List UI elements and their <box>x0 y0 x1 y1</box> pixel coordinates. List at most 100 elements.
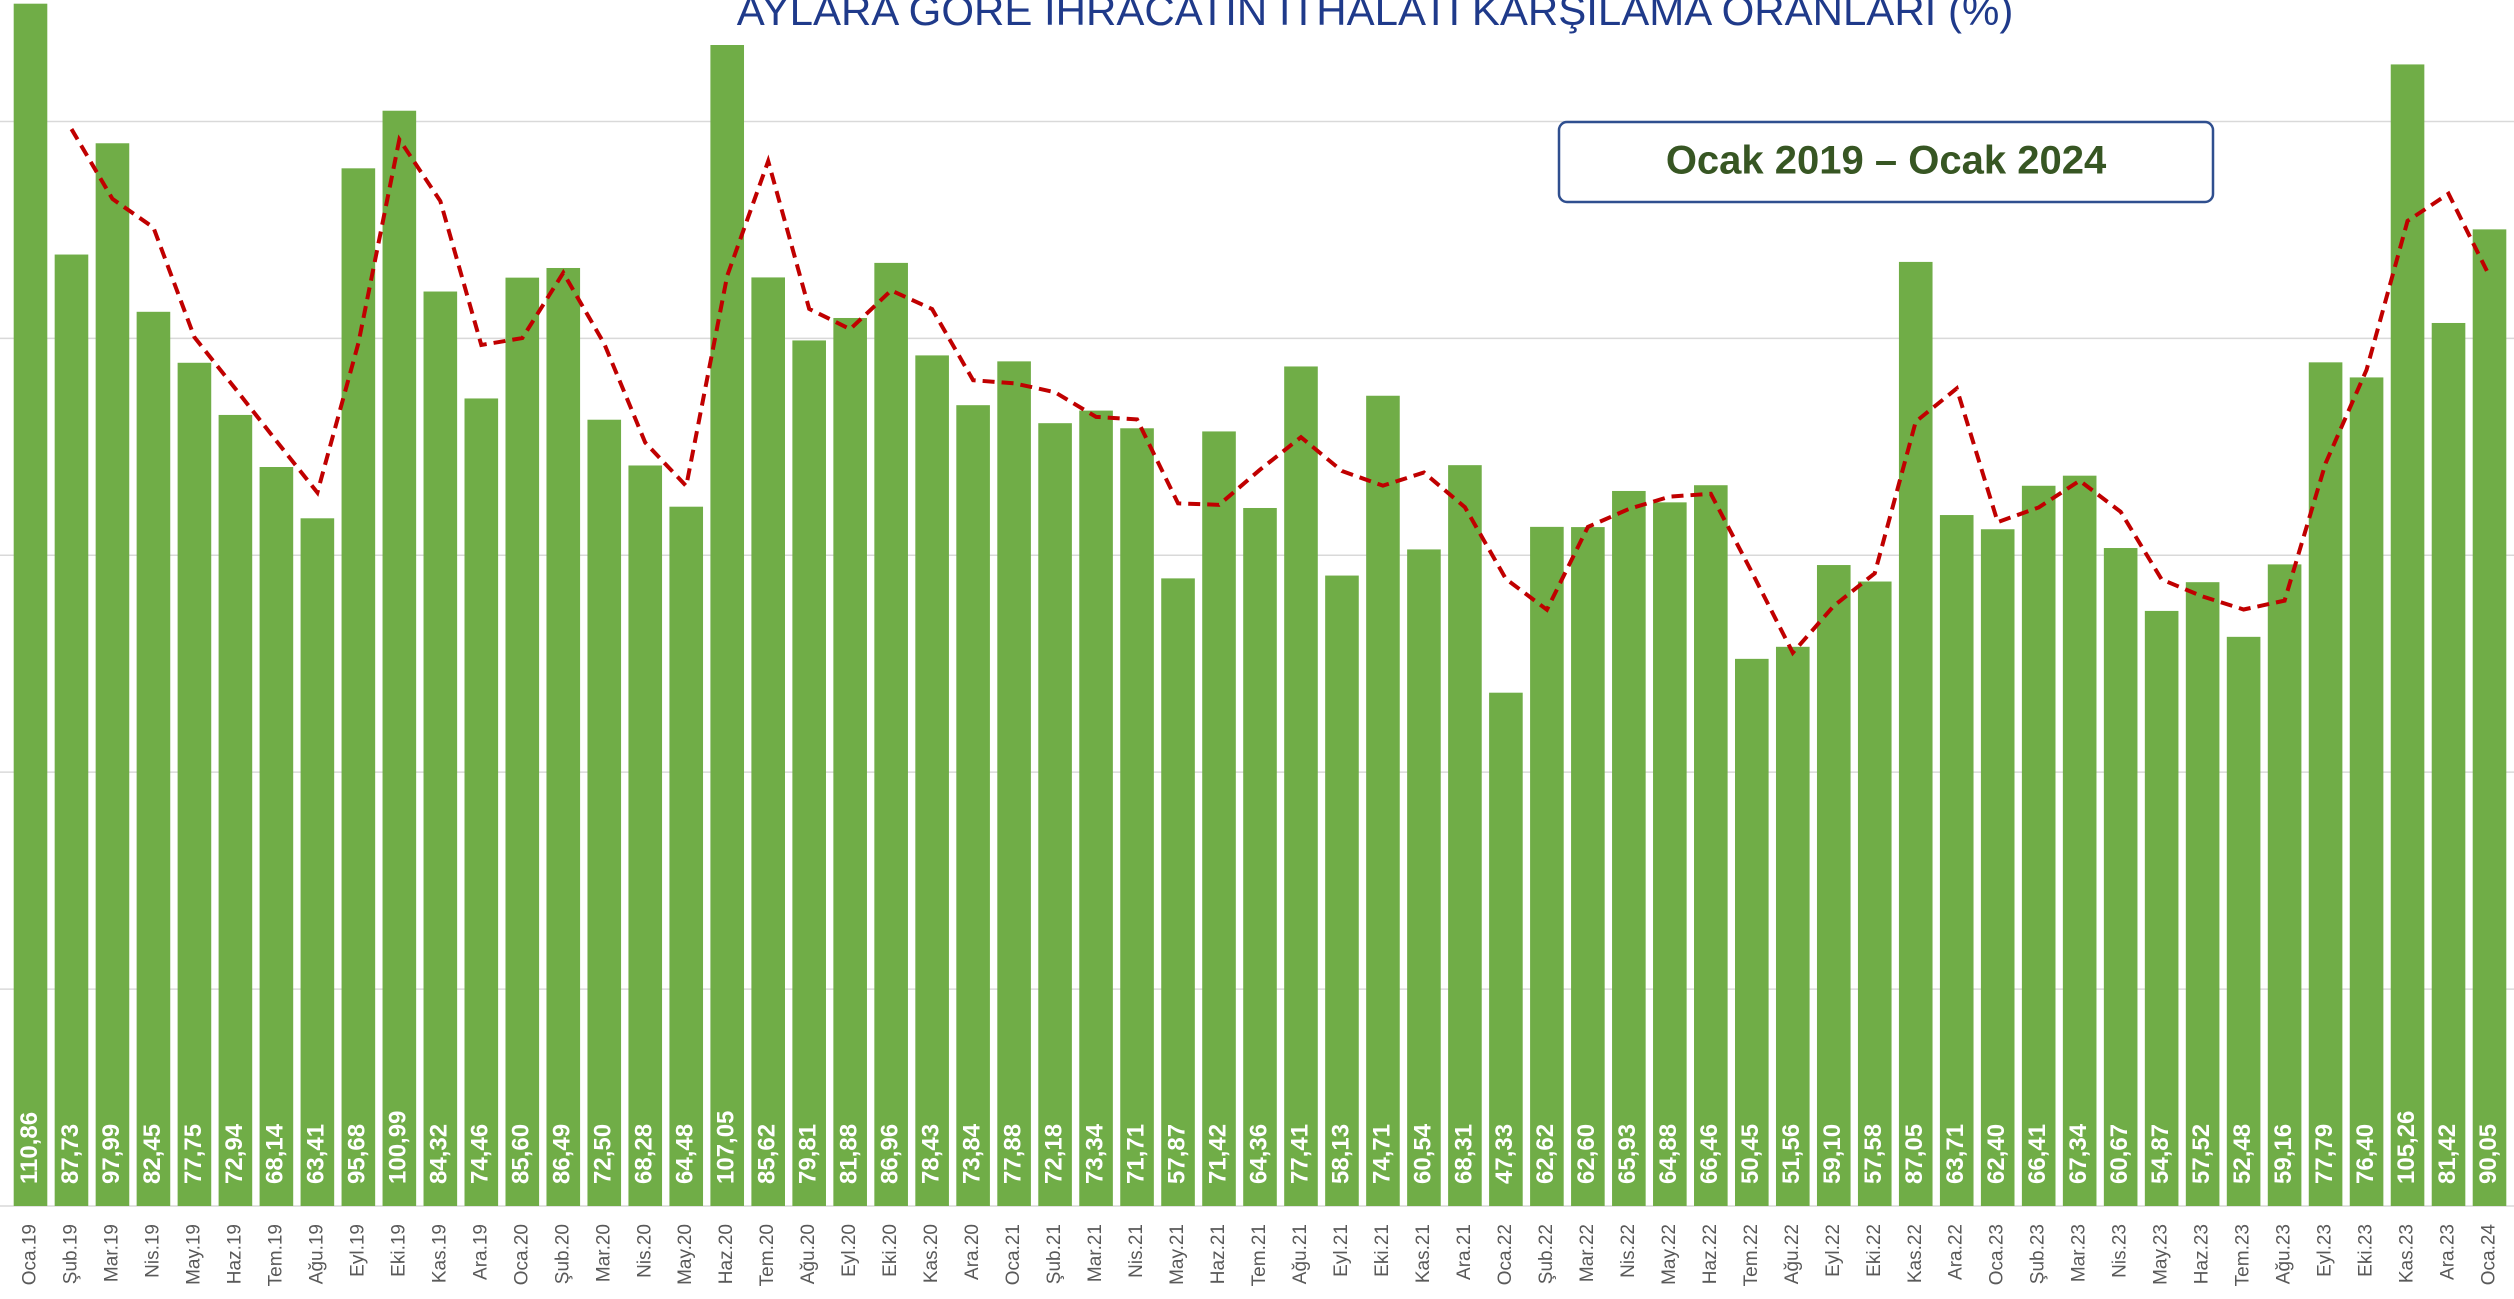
bar <box>136 311 171 1206</box>
x-tick-label: Mar.22 <box>1577 1224 1598 1282</box>
value-label: 47,33 <box>1491 1124 1518 1184</box>
x-tick-label: Tem.22 <box>1741 1224 1762 1286</box>
x-tick-label: Eki.20 <box>880 1224 901 1277</box>
x-tick-label: May.23 <box>2151 1224 2172 1285</box>
value-label: 85,62 <box>754 1124 781 1184</box>
x-tick-label: Şub.21 <box>1044 1224 1065 1284</box>
value-label: 78,43 <box>917 1124 944 1184</box>
x-tick-label: Mar.21 <box>1085 1224 1106 1282</box>
bar <box>1407 549 1441 1206</box>
chart-title: AYLARA GÖRE İHRACATIN İTHALATI KARŞILAMA… <box>737 0 2014 34</box>
bar <box>464 398 499 1207</box>
value-label: 107,05 <box>713 1111 740 1184</box>
value-label: 74,46 <box>467 1124 494 1184</box>
value-label: 87,73 <box>57 1124 84 1184</box>
x-tick-label: Oca.22 <box>1495 1224 1516 1285</box>
bar <box>1366 395 1400 1206</box>
bar <box>1120 428 1154 1206</box>
x-tick-label: Haz.21 <box>1208 1224 1229 1284</box>
value-label: 57,87 <box>1163 1124 1190 1184</box>
x-tick-label: Kas.20 <box>921 1224 942 1283</box>
x-tick-label: May.21 <box>1167 1224 1188 1285</box>
x-tick-label: Tem.20 <box>757 1224 778 1286</box>
value-label: 77,88 <box>999 1124 1026 1184</box>
x-tick-label: Ara.19 <box>470 1224 491 1280</box>
bar <box>997 361 1031 1206</box>
labels: 110,86 Oca.19 87,73 Şub.19 97,99 Mar.19 82,45 N… <box>16 1111 2502 1287</box>
x-tick-label: Kas.22 <box>1905 1224 1926 1283</box>
x-tick-label: Haz.19 <box>224 1224 245 1284</box>
x-tick-label: Ağu.23 <box>2274 1224 2295 1284</box>
bar <box>1448 465 1482 1206</box>
value-label: 77,75 <box>180 1124 207 1184</box>
x-tick-label: Eki.21 <box>1372 1224 1393 1277</box>
value-label: 57,58 <box>1860 1124 1887 1184</box>
value-label: 74,71 <box>1368 1124 1395 1184</box>
value-label: 68,14 <box>262 1123 289 1184</box>
bar <box>1939 515 1974 1206</box>
x-tick-label: Mar.19 <box>101 1224 122 1282</box>
value-label: 73,34 <box>1081 1123 1108 1184</box>
bar <box>2226 636 2261 1206</box>
x-tick-label: Haz.20 <box>716 1224 737 1284</box>
value-label: 68,28 <box>631 1124 658 1184</box>
x-tick-label: Nis.19 <box>142 1224 163 1278</box>
x-tick-label: Mar.20 <box>593 1224 614 1282</box>
bar <box>95 143 130 1206</box>
bar <box>423 291 458 1206</box>
x-tick-label: Oca.20 <box>511 1224 532 1285</box>
x-tick-label: Şub.20 <box>552 1224 573 1284</box>
bar <box>1816 565 1851 1206</box>
value-label: 64,36 <box>1245 1124 1272 1184</box>
x-tick-label: Oca.21 <box>1003 1224 1024 1285</box>
x-tick-label: Eki.23 <box>2356 1224 2377 1277</box>
x-tick-label: Ara.20 <box>962 1224 983 1280</box>
value-label: 71,42 <box>1204 1124 1231 1184</box>
bar <box>1243 507 1277 1206</box>
x-tick-label: Şub.23 <box>2028 1224 2049 1284</box>
bar <box>1489 692 1523 1206</box>
bar <box>382 110 417 1207</box>
bar <box>1530 526 1564 1206</box>
bar <box>2021 485 2056 1206</box>
bar <box>1735 658 1769 1206</box>
value-label: 86,96 <box>876 1124 903 1184</box>
x-tick-label: Kas.23 <box>2397 1224 2418 1283</box>
x-tick-label: Ağu.21 <box>1290 1224 1311 1284</box>
x-tick-label: May.19 <box>183 1224 204 1285</box>
value-label: 86,49 <box>549 1124 576 1184</box>
value-label: 66,46 <box>1696 1124 1723 1184</box>
bar <box>915 355 949 1206</box>
x-tick-label: Nis.20 <box>634 1224 655 1278</box>
bar <box>1653 502 1687 1206</box>
x-tick-label: Kas.21 <box>1413 1224 1434 1283</box>
bar <box>54 254 89 1207</box>
x-tick-label: Tem.19 <box>265 1224 286 1286</box>
x-tick-label: Eyl.19 <box>347 1224 368 1277</box>
bar <box>2267 564 2302 1206</box>
value-label: 62,40 <box>1983 1124 2010 1184</box>
value-label: 71,71 <box>1122 1124 1149 1184</box>
bar <box>2349 377 2384 1207</box>
value-label: 50,45 <box>1737 1124 1764 1184</box>
bar <box>300 518 335 1206</box>
value-label: 97,99 <box>98 1124 125 1184</box>
value-label: 82,45 <box>139 1124 166 1184</box>
bar <box>2431 322 2466 1206</box>
x-tick-label: Ara.22 <box>1946 1224 1967 1280</box>
x-tick-label: Nis.23 <box>2110 1224 2131 1278</box>
trend-line <box>69 128 2492 657</box>
x-tick-label: Tem.21 <box>1249 1224 1270 1286</box>
bar <box>546 267 581 1207</box>
value-label: 59,16 <box>2270 1124 2297 1184</box>
bar <box>2185 582 2220 1206</box>
x-tick-label: Haz.23 <box>2192 1224 2213 1284</box>
value-label: 63,71 <box>1942 1124 1969 1184</box>
bar <box>218 414 253 1206</box>
bar <box>1161 578 1195 1206</box>
bar <box>2390 64 2425 1206</box>
value-label: 72,50 <box>590 1124 617 1184</box>
value-label: 72,94 <box>221 1123 248 1184</box>
bar <box>2103 548 2138 1206</box>
